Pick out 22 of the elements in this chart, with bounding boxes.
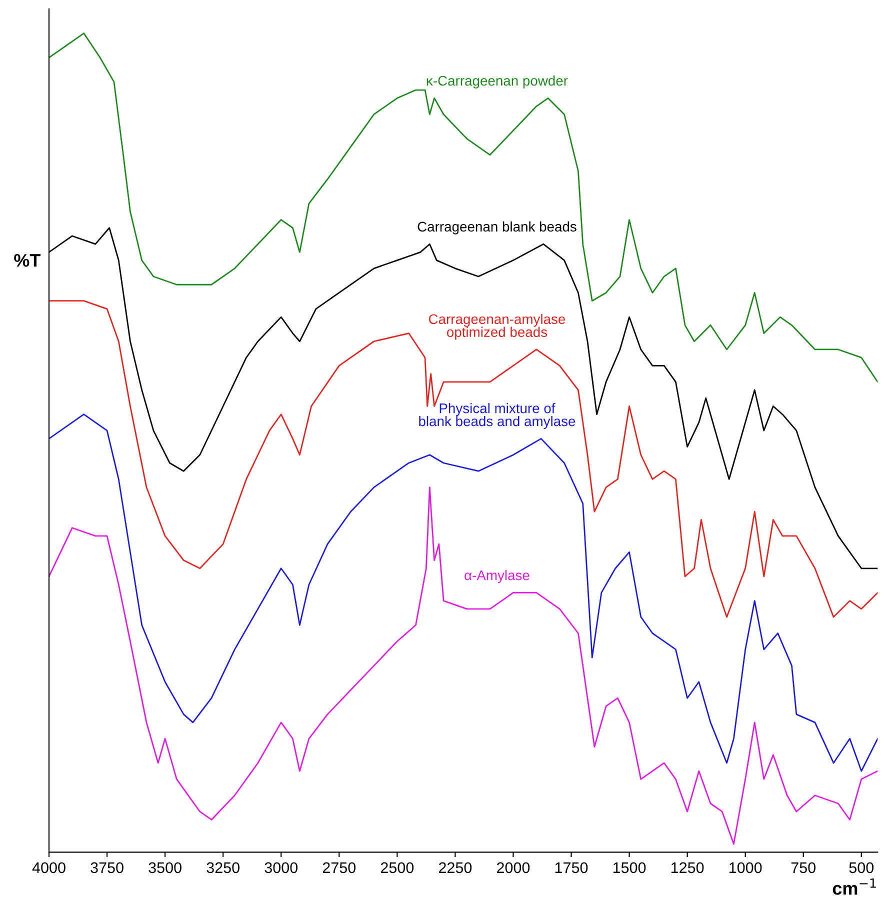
- x-tick-label: 2250: [438, 862, 472, 874]
- x-tick-label: 2500: [380, 862, 414, 874]
- x-tick-label: 3000: [264, 862, 298, 874]
- x-tick-label: 3500: [148, 862, 182, 874]
- x-tick-label: 1000: [730, 862, 762, 874]
- x-tick-label: 3250: [206, 862, 240, 874]
- series-label: Carrageenan blank beads: [418, 221, 576, 234]
- series-label: Carrageenan-amylase optimized beads: [428, 314, 566, 340]
- x-tick-label: 500: [849, 862, 874, 874]
- x-tick-label: 1500: [613, 862, 646, 874]
- series-label: κ-Carrageenan powder: [426, 75, 568, 88]
- x-tick-label: 4000: [32, 862, 66, 874]
- series-label: α-Amylase: [464, 570, 530, 583]
- x-tick-label: 3750: [90, 862, 124, 874]
- text: Physical mixture of blank beads and amylase: [419, 403, 576, 429]
- x-axis-title: cm$^{−1}$: [832, 878, 876, 895]
- x-tick-label: 2750: [322, 862, 356, 874]
- x-tick-label: 2000: [497, 862, 530, 874]
- x-tick-label: 750: [791, 862, 816, 874]
- x-tick-label: 1250: [671, 862, 704, 874]
- y-axis-title: %T: [14, 254, 41, 267]
- x-tick-label: 1750: [555, 862, 588, 874]
